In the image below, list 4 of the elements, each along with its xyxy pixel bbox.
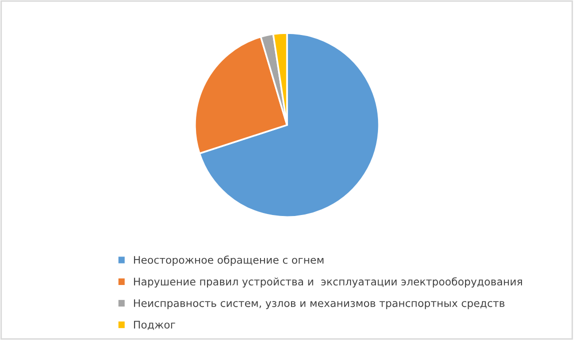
legend-label: Поджог <box>134 320 176 330</box>
legend-label: Нарушение правил устройства и эксплуатации электрооборудования <box>134 277 522 288</box>
legend-label: Неисправность систем, узлов и механизмов транспортных средств <box>134 299 504 310</box>
legend-label: Неосторожное обращение с огнем <box>134 256 324 266</box>
